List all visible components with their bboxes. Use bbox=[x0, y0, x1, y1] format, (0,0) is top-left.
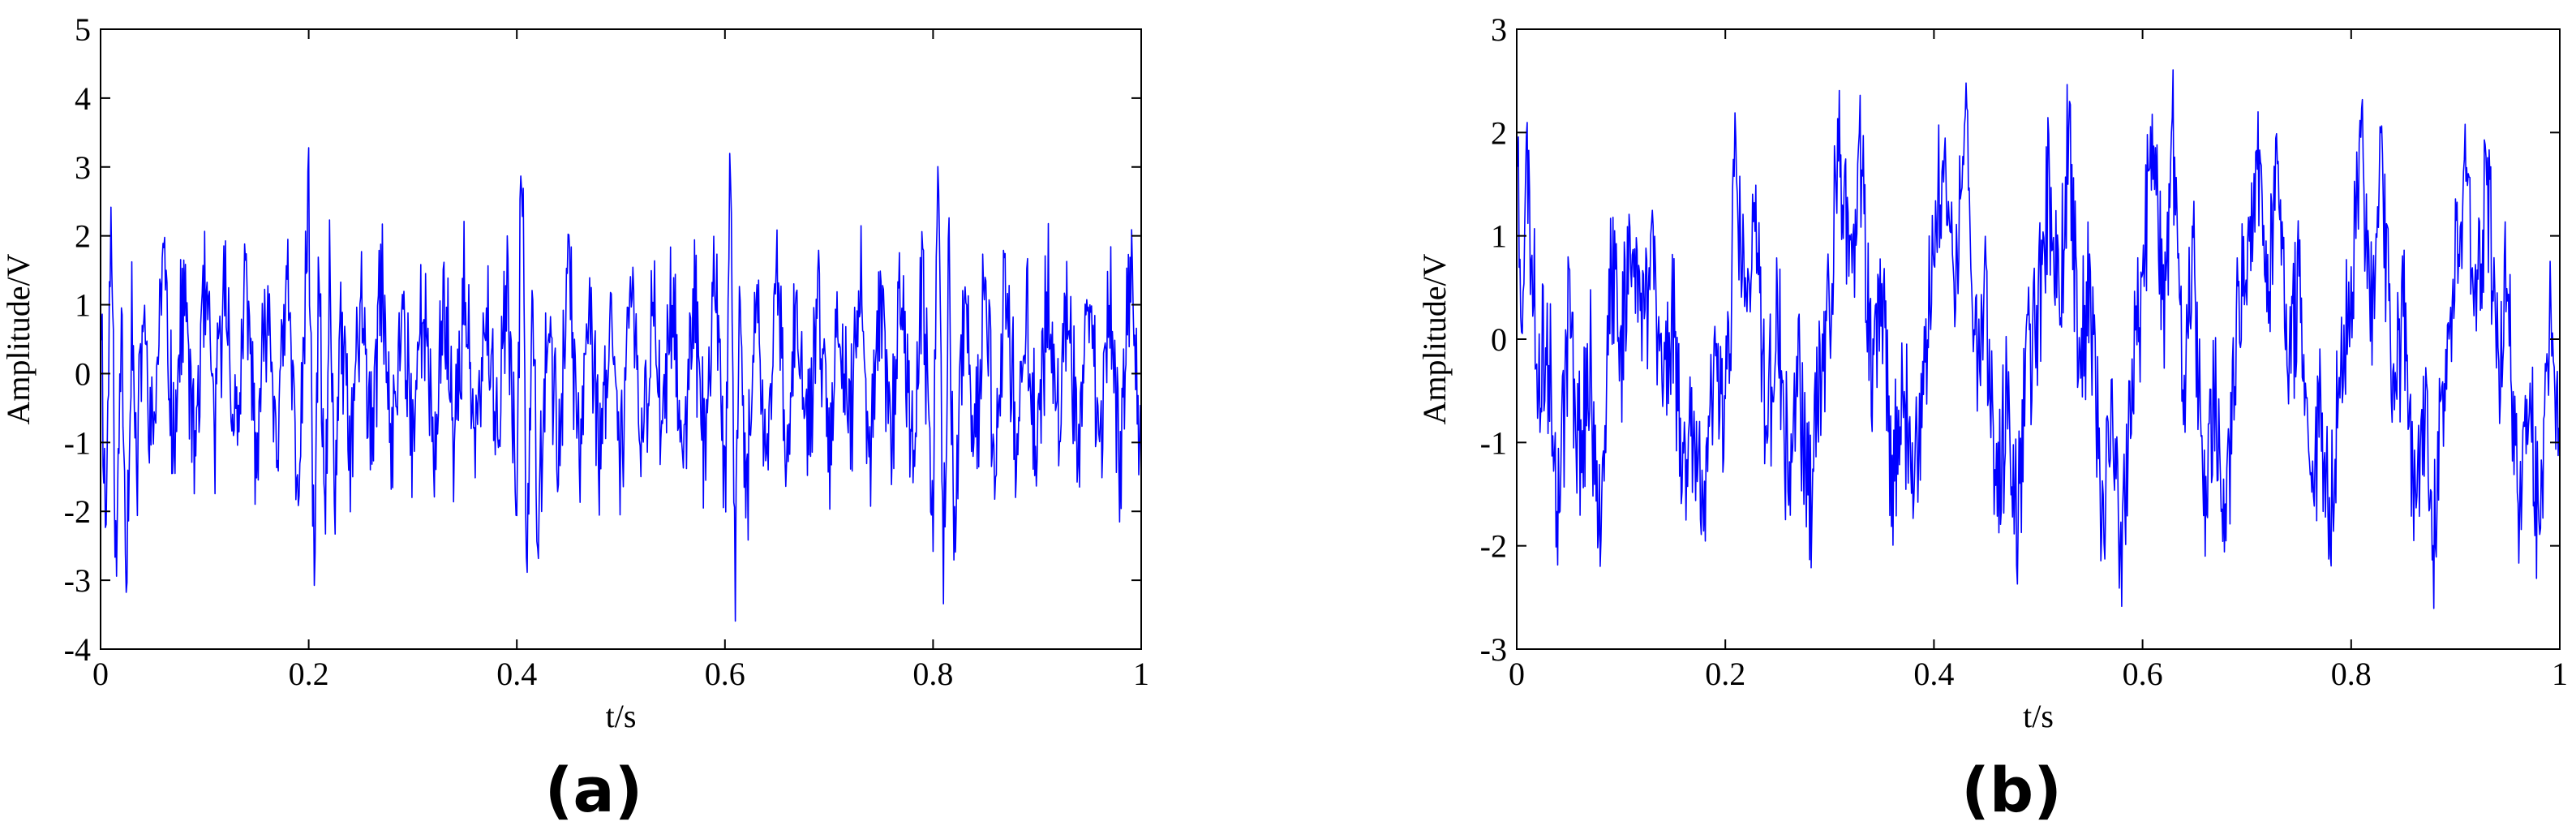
y-tick-label: 1 bbox=[1491, 218, 1507, 255]
x-tick-label: 0.8 bbox=[2331, 656, 2372, 692]
panel-label: (a) bbox=[545, 754, 643, 826]
x-tick-label: 0 bbox=[1509, 656, 1525, 692]
x-tick-label: 1 bbox=[2552, 656, 2568, 692]
signal-line-group bbox=[1517, 69, 2560, 609]
x-tick-label: 0.8 bbox=[912, 656, 953, 692]
x-tick-label: 0.2 bbox=[289, 656, 329, 692]
y-tick-label: 2 bbox=[1491, 114, 1507, 151]
y-axis-label: Amplitude/V bbox=[1416, 253, 1453, 424]
y-tick-label: 3 bbox=[75, 149, 91, 186]
x-axis-label: t/s bbox=[606, 698, 637, 734]
y-tick-label: -2 bbox=[64, 493, 91, 530]
x-tick-label: 0.4 bbox=[496, 656, 537, 692]
panel-label: (b) bbox=[1961, 754, 2062, 826]
signal-line bbox=[101, 147, 1141, 622]
x-axis-label: t/s bbox=[2023, 698, 2054, 734]
y-tick-label: 3 bbox=[1491, 11, 1507, 48]
y-tick-label: 4 bbox=[75, 80, 91, 117]
y-tick-label: 0 bbox=[75, 355, 91, 392]
signal-line bbox=[1517, 69, 2560, 609]
x-tick-label: 0.4 bbox=[1913, 656, 1954, 692]
y-tick-label: 1 bbox=[75, 287, 91, 324]
y-tick-label: -3 bbox=[1480, 631, 1507, 668]
y-tick-label: -2 bbox=[1480, 528, 1507, 565]
y-tick-label: 0 bbox=[1491, 321, 1507, 358]
x-tick-label: 0 bbox=[92, 656, 109, 692]
y-tick-label: 2 bbox=[75, 218, 91, 255]
x-tick-label: 0.6 bbox=[705, 656, 745, 692]
x-tick-label: 0.6 bbox=[2123, 656, 2163, 692]
chart-panel-b: 0 0.2 0.4 0.6 0.8 1 -3 -2 -1 0 1 2 3 t/s Amplitude/V… bbox=[1416, 11, 2568, 826]
x-tick-label: 0.2 bbox=[1705, 656, 1745, 692]
y-tick-label: -4 bbox=[64, 631, 91, 668]
y-tick-label: -1 bbox=[1480, 424, 1507, 461]
axis-ticks: 0 0.2 0.4 0.6 0.8 1 -4 -3 -2 -1 0 1 2 3 4 5 bbox=[64, 11, 1149, 692]
y-tick-label: 5 bbox=[75, 11, 91, 48]
axes-box bbox=[100, 28, 1142, 650]
axis-ticks: 0 0.2 0.4 0.6 0.8 1 -3 -2 -1 0 1 2 3 bbox=[1480, 11, 2568, 692]
y-tick-label: -1 bbox=[64, 424, 91, 461]
y-tick-label: -3 bbox=[64, 562, 91, 599]
x-tick-label: 1 bbox=[1133, 656, 1149, 692]
y-axis-label: Amplitude/V bbox=[0, 253, 36, 424]
signal-line-group bbox=[101, 147, 1141, 622]
chart-panel-a: 0 0.2 0.4 0.6 0.8 1 -4 -3 -2 -1 0 1 2 3 4 5 t/s Amplitu… bbox=[0, 11, 1149, 826]
